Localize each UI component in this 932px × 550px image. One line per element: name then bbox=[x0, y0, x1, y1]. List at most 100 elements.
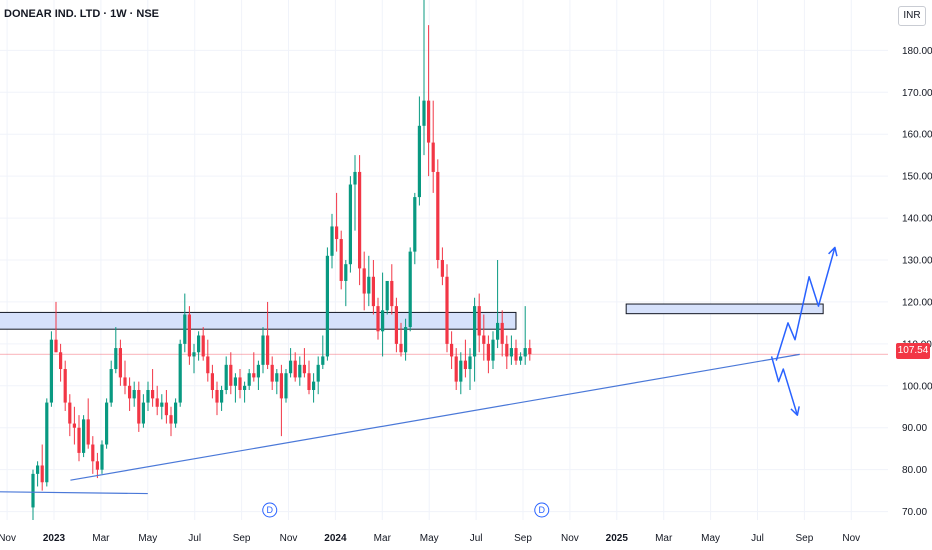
candle-body[interactable] bbox=[160, 402, 164, 407]
candle-body[interactable] bbox=[210, 373, 214, 390]
candle-body[interactable] bbox=[54, 339, 58, 353]
candle-body[interactable] bbox=[183, 314, 187, 344]
candle-body[interactable] bbox=[201, 335, 205, 357]
candle-body[interactable] bbox=[132, 390, 136, 399]
candle-body[interactable] bbox=[86, 419, 90, 445]
candle-body[interactable] bbox=[445, 276, 449, 344]
candle-body[interactable] bbox=[427, 100, 431, 143]
candle-body[interactable] bbox=[417, 125, 421, 198]
candle-body[interactable] bbox=[519, 356, 523, 361]
candle-body[interactable] bbox=[49, 339, 53, 403]
projection-path-bullish[interactable] bbox=[775, 247, 836, 361]
candle-body[interactable] bbox=[215, 390, 219, 403]
candle-body[interactable] bbox=[100, 444, 104, 470]
candle-body[interactable] bbox=[243, 385, 247, 390]
candle-body[interactable] bbox=[339, 239, 343, 281]
candle-body[interactable] bbox=[238, 377, 242, 390]
candle-body[interactable] bbox=[505, 343, 509, 357]
candle-body[interactable] bbox=[316, 364, 320, 382]
candle-body[interactable] bbox=[187, 314, 191, 357]
candle-body[interactable] bbox=[482, 335, 486, 344]
candle-body[interactable] bbox=[330, 226, 334, 256]
candle-body[interactable] bbox=[82, 419, 86, 453]
candle-body[interactable] bbox=[367, 276, 371, 294]
resistance-zone[interactable] bbox=[625, 303, 824, 315]
candle-body[interactable] bbox=[353, 171, 357, 185]
dividend-marker[interactable] bbox=[262, 502, 278, 518]
candle-body[interactable] bbox=[192, 352, 196, 357]
candle-body[interactable] bbox=[468, 356, 472, 370]
candle-body[interactable] bbox=[128, 385, 132, 399]
candle-body[interactable] bbox=[302, 364, 306, 374]
candle-body[interactable] bbox=[109, 369, 113, 403]
candle-body[interactable] bbox=[523, 348, 527, 357]
candle-body[interactable] bbox=[376, 306, 380, 332]
candle-body[interactable] bbox=[440, 260, 444, 277]
candle-body[interactable] bbox=[270, 364, 274, 382]
candle-body[interactable] bbox=[509, 348, 513, 357]
candle-body[interactable] bbox=[335, 226, 339, 240]
candle-body[interactable] bbox=[385, 280, 389, 311]
candle-body[interactable] bbox=[399, 343, 403, 353]
candle-body[interactable] bbox=[321, 356, 325, 365]
candle-body[interactable] bbox=[473, 306, 477, 357]
candle-body[interactable] bbox=[146, 390, 150, 403]
candle-body[interactable] bbox=[197, 335, 201, 353]
candle-body[interactable] bbox=[247, 373, 251, 386]
projection-path-bearish[interactable] bbox=[770, 356, 799, 416]
candle-body[interactable] bbox=[261, 335, 265, 365]
candle-body[interactable] bbox=[77, 427, 81, 453]
candle-body[interactable] bbox=[164, 402, 168, 416]
candle-body[interactable] bbox=[155, 398, 159, 407]
candle-body[interactable] bbox=[63, 369, 67, 403]
candle-body[interactable] bbox=[325, 255, 329, 357]
candle-body[interactable] bbox=[528, 348, 532, 355]
candle-body[interactable] bbox=[422, 100, 426, 126]
candle-body[interactable] bbox=[390, 280, 394, 307]
candle-body[interactable] bbox=[491, 339, 495, 361]
candle-body[interactable] bbox=[436, 171, 440, 260]
candle-body[interactable] bbox=[229, 364, 233, 386]
candle-body[interactable] bbox=[266, 335, 270, 365]
candle-body[interactable] bbox=[358, 171, 362, 269]
candle-body[interactable] bbox=[233, 377, 237, 386]
candle-body[interactable] bbox=[105, 402, 109, 445]
candle-body[interactable] bbox=[31, 473, 35, 508]
candle-body[interactable] bbox=[36, 465, 40, 474]
candle-body[interactable] bbox=[431, 142, 435, 172]
candle-body[interactable] bbox=[40, 465, 44, 483]
candle-body[interactable] bbox=[169, 415, 173, 424]
candle-body[interactable] bbox=[454, 356, 458, 382]
candle-body[interactable] bbox=[123, 377, 127, 386]
candle-body[interactable] bbox=[477, 306, 481, 336]
candle-body[interactable] bbox=[298, 364, 302, 378]
candle-body[interactable] bbox=[500, 322, 504, 344]
candle-body[interactable] bbox=[289, 360, 293, 374]
candle-body[interactable] bbox=[72, 423, 76, 428]
candle-body[interactable] bbox=[137, 390, 141, 424]
currency-button[interactable]: INR bbox=[898, 6, 926, 26]
candle-body[interactable] bbox=[496, 322, 500, 340]
candle-body[interactable] bbox=[459, 360, 463, 382]
candle-body[interactable] bbox=[293, 360, 297, 378]
candle-body[interactable] bbox=[174, 402, 178, 424]
candle-body[interactable] bbox=[307, 373, 311, 390]
candle-body[interactable] bbox=[45, 402, 49, 483]
candle-body[interactable] bbox=[408, 251, 412, 328]
candle-body[interactable] bbox=[91, 444, 95, 462]
candle-body[interactable] bbox=[463, 360, 467, 370]
candle-body[interactable] bbox=[59, 352, 63, 370]
candle-body[interactable] bbox=[381, 310, 385, 332]
candle-body[interactable] bbox=[486, 343, 490, 361]
candle-body[interactable] bbox=[256, 364, 260, 378]
candle-body[interactable] bbox=[450, 343, 454, 357]
candle-body[interactable] bbox=[151, 390, 155, 399]
candle-body[interactable] bbox=[224, 364, 228, 390]
dividend-marker[interactable] bbox=[534, 502, 550, 518]
candle-body[interactable] bbox=[95, 461, 99, 470]
candle-body[interactable] bbox=[284, 373, 288, 399]
candle-body[interactable] bbox=[404, 327, 408, 353]
trendline[interactable] bbox=[70, 353, 800, 481]
candle-body[interactable] bbox=[252, 373, 256, 378]
